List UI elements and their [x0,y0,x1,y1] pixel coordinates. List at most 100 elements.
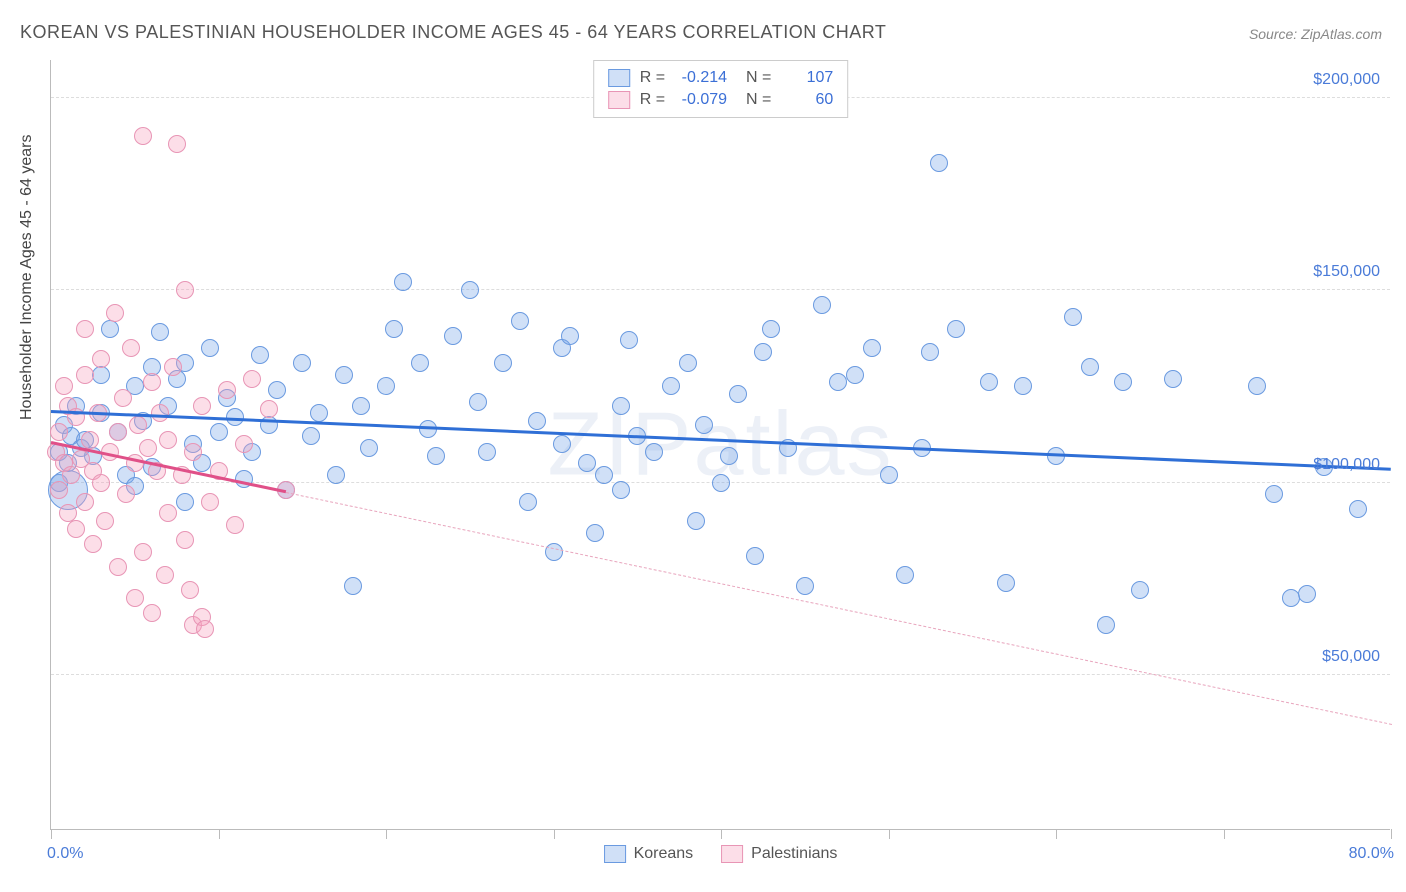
data-point [1298,585,1316,603]
data-point [143,604,161,622]
x-tick [554,829,555,839]
data-point [218,381,236,399]
data-point [164,358,182,376]
x-tick [219,829,220,839]
data-point [139,439,157,457]
data-point [385,320,403,338]
data-point [134,543,152,561]
n-value-koreans: 107 [781,69,833,87]
data-point [980,373,998,391]
data-point [92,350,110,368]
data-point [201,339,219,357]
data-point [184,443,202,461]
data-point [729,385,747,403]
data-point [67,520,85,538]
data-point [101,320,119,338]
data-point [377,377,395,395]
data-point [444,327,462,345]
data-point [620,331,638,349]
data-point [76,493,94,511]
data-point [196,620,214,638]
data-point [327,466,345,484]
r-label: R = [640,69,665,87]
data-point [176,281,194,299]
data-point [687,512,705,530]
x-tick [51,829,52,839]
n-label: N = [737,91,771,109]
data-point [243,370,261,388]
y-tick-label: $150,000 [1313,263,1380,281]
data-point [226,516,244,534]
data-point [159,431,177,449]
data-point [176,493,194,511]
data-point [84,535,102,553]
data-point [268,381,286,399]
data-point [394,273,412,291]
data-point [545,543,563,561]
data-point [863,339,881,357]
legend-label-palestinians: Palestinians [751,845,837,863]
data-point [612,397,630,415]
data-point [880,466,898,484]
data-point [151,404,169,422]
r-value-palestinians: -0.079 [675,91,727,109]
data-point [81,431,99,449]
data-point [251,346,269,364]
data-point [201,493,219,511]
x-axis-min-label: 0.0% [47,845,83,863]
data-point [76,366,94,384]
data-point [411,354,429,372]
data-point [96,512,114,530]
x-tick [1391,829,1392,839]
data-point [553,435,571,453]
data-point [129,416,147,434]
data-point [519,493,537,511]
data-point [92,474,110,492]
data-point [1164,370,1182,388]
data-point [210,423,228,441]
data-point [55,377,73,395]
y-tick-label: $100,000 [1313,456,1380,474]
data-point [156,566,174,584]
data-point [126,589,144,607]
x-tick [721,829,722,839]
source-attribution: Source: ZipAtlas.com [1249,26,1382,42]
x-tick [889,829,890,839]
data-point [106,304,124,322]
data-point [896,566,914,584]
r-label: R = [640,91,665,109]
gridline [51,674,1390,675]
data-point [586,524,604,542]
data-point [813,296,831,314]
data-point [143,373,161,391]
data-point [1097,616,1115,634]
y-tick-label: $200,000 [1313,71,1380,89]
data-point [122,339,140,357]
x-tick [1056,829,1057,839]
data-point [181,581,199,599]
data-point [50,481,68,499]
data-point [679,354,697,372]
data-point [114,389,132,407]
data-point [612,481,630,499]
data-point [360,439,378,457]
data-point [168,135,186,153]
n-label: N = [737,69,771,87]
data-point [1131,581,1149,599]
data-point [92,366,110,384]
data-point [1349,500,1367,518]
swatch-palestinians-bottom [721,845,743,863]
data-point [662,377,680,395]
data-point [645,443,663,461]
x-tick [1224,829,1225,839]
data-point [1081,358,1099,376]
data-point [478,443,496,461]
data-point [293,354,311,372]
y-tick-label: $50,000 [1322,648,1380,666]
swatch-palestinians [608,91,630,109]
legend-row-palestinians: R = -0.079 N = 60 [608,89,834,111]
data-point [310,404,328,422]
data-point [159,504,177,522]
data-point [796,577,814,595]
data-point [1265,485,1283,503]
